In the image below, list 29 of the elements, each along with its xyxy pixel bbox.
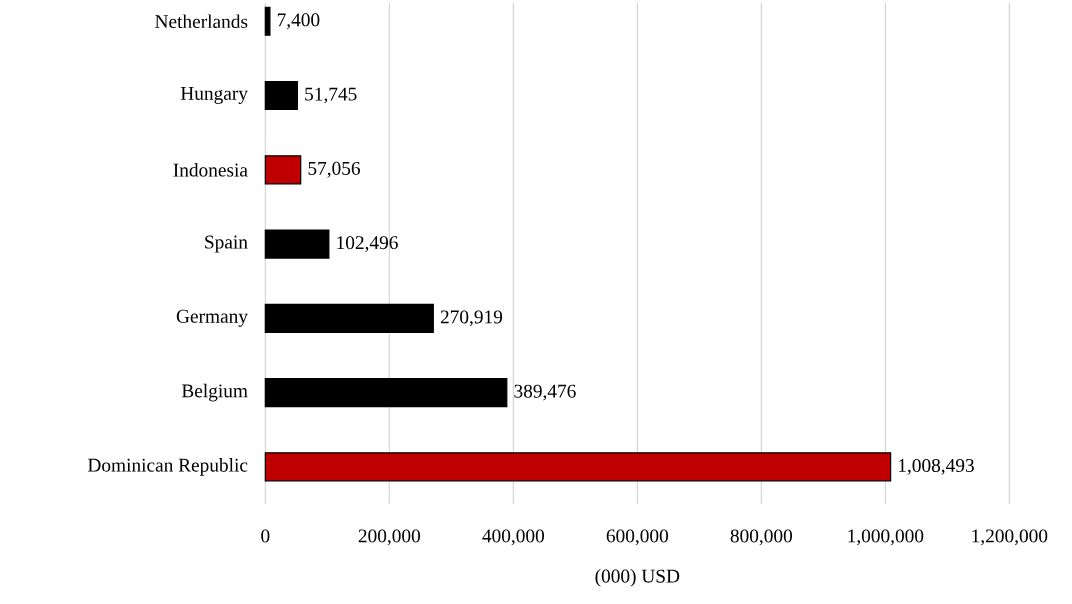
y-tick-label: Hungary [180,87,248,104]
x-tick-label: 400,000 [482,529,545,546]
data-label: 51,745 [305,87,357,104]
x-axis-title: (000) USD [595,569,680,587]
x-tick-label: 200,000 [358,529,421,546]
data-label: 102,496 [337,236,398,252]
y-tick-label: Netherlands [155,14,248,29]
bar [264,229,330,259]
x-tick-label: 1,000,000 [848,529,924,546]
y-tick-label: Dominican Republic [87,458,248,476]
bar [264,6,271,36]
y-tick-label: Belgium [181,383,248,402]
x-tick-label: 600,000 [606,529,669,546]
bar [264,80,299,111]
x-tick-label: 0 [261,529,270,543]
bar [264,378,508,408]
bar [264,303,434,333]
data-label: 1,008,493 [899,458,974,475]
data-label: 57,056 [308,161,361,178]
data-label: 389,476 [514,384,576,401]
y-tick-label: Indonesia [173,162,248,177]
y-tick-label: Germany [176,309,248,327]
data-label: 7,400 [277,13,320,30]
x-tick-label: 800,000 [730,529,793,546]
y-tick-label: Spain [205,235,248,253]
data-label: 270,919 [440,310,503,327]
bar [264,155,302,185]
bar [264,452,892,482]
x-tick-label: 1,200,000 [972,529,1048,546]
